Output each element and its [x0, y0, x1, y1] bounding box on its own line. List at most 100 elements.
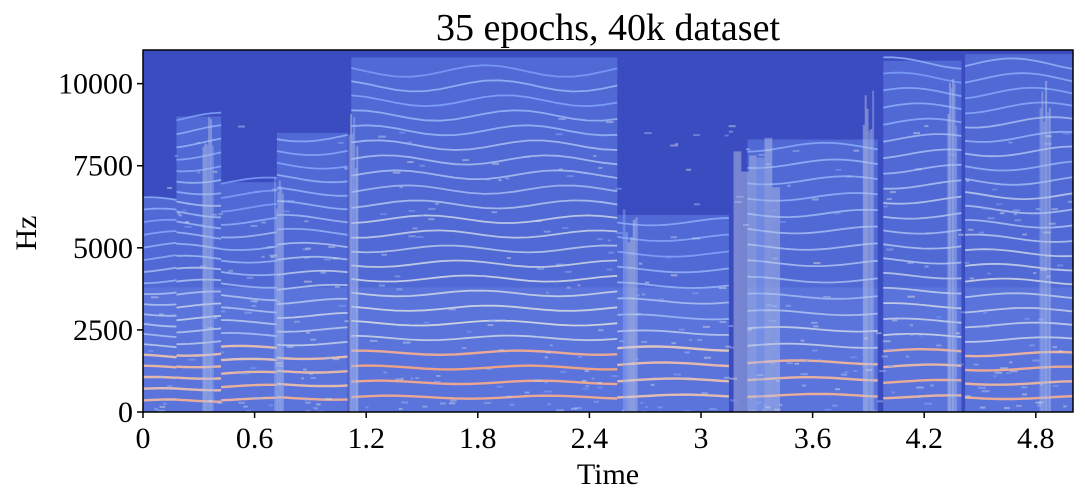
harmonic-line — [617, 345, 729, 352]
speckle — [344, 320, 349, 323]
harmonic-line — [965, 204, 1073, 215]
speckle — [996, 203, 1003, 206]
speckle — [701, 392, 708, 395]
speckle — [758, 153, 765, 156]
speckle — [891, 391, 895, 394]
harmonic-line — [964, 145, 1073, 158]
speckle — [1024, 317, 1030, 320]
speckle — [1035, 208, 1041, 211]
harmonic-line — [617, 297, 729, 305]
burst-column — [351, 133, 354, 412]
speckle — [150, 296, 159, 299]
harmonic-line — [747, 175, 878, 186]
speckle — [544, 381, 549, 384]
speckle — [286, 200, 295, 203]
speckle — [833, 212, 841, 215]
harmonic-line — [221, 319, 277, 326]
harmonic-line — [965, 380, 1073, 386]
speckle — [1062, 132, 1071, 135]
speckle — [547, 403, 551, 406]
speckle — [771, 209, 778, 212]
speckle — [670, 236, 677, 239]
speckle — [305, 401, 311, 404]
speckle — [729, 377, 738, 380]
speckle — [813, 262, 821, 265]
harmonic-line — [747, 309, 878, 317]
speckle — [840, 373, 848, 376]
speckle — [635, 358, 639, 361]
harmonic-line — [965, 219, 1073, 229]
spectrogram-heatmap — [143, 54, 1073, 412]
speckle — [277, 334, 284, 337]
speckle — [488, 319, 496, 322]
harmonic-line — [964, 86, 1073, 100]
speckle — [396, 288, 403, 291]
harmonic-line — [883, 271, 962, 280]
speckle — [275, 362, 284, 365]
speckle — [853, 149, 860, 152]
speckle — [213, 170, 218, 173]
speckle — [597, 386, 603, 389]
harmonic-line — [351, 304, 618, 312]
speckle — [967, 228, 974, 231]
speckle — [907, 295, 915, 298]
speckle — [167, 186, 173, 189]
speckle — [593, 400, 599, 403]
speckle — [907, 261, 914, 264]
speckle — [378, 135, 386, 138]
speckle — [584, 369, 590, 372]
speckle — [486, 178, 490, 181]
speckle — [889, 191, 896, 194]
speckle — [369, 339, 378, 342]
speckle — [466, 330, 472, 333]
harmonic-line — [276, 341, 348, 347]
speckle — [697, 338, 703, 341]
speckle — [640, 401, 644, 404]
speckle — [574, 407, 582, 410]
voiced-segment — [143, 196, 177, 412]
x-tick-label: 1.2 — [347, 422, 385, 455]
speckle — [756, 374, 764, 377]
speckle — [800, 373, 809, 376]
speckle — [304, 247, 312, 250]
harmonic-line — [351, 154, 618, 166]
speckle — [835, 168, 841, 171]
harmonic-line — [883, 163, 962, 175]
harmonic-line — [617, 265, 730, 274]
harmonic-line — [351, 79, 618, 93]
speckle — [875, 332, 882, 335]
speckle — [718, 287, 727, 290]
speckle — [675, 143, 679, 146]
speckle — [303, 280, 312, 283]
speckle — [310, 338, 317, 341]
speckle — [415, 377, 420, 380]
harmonic-line — [617, 233, 729, 242]
speckle — [692, 292, 699, 295]
speckle — [936, 316, 942, 319]
speckle — [305, 410, 311, 412]
burst-column — [632, 219, 636, 412]
harmonic-line — [965, 116, 1073, 129]
speckle — [544, 356, 548, 359]
speckle — [498, 179, 502, 182]
speckle — [641, 293, 646, 296]
speckle — [1040, 269, 1047, 272]
burst-column — [772, 187, 781, 412]
speckle — [1029, 344, 1035, 347]
speckle — [864, 337, 868, 340]
harmonic-line — [965, 336, 1073, 343]
harmonic-line — [143, 266, 177, 273]
speckle — [558, 117, 566, 120]
speckle — [591, 377, 595, 380]
speckle — [641, 340, 648, 343]
speckle — [423, 321, 430, 324]
harmonic-line — [221, 231, 278, 239]
speckle — [865, 368, 873, 371]
harmonic-line — [176, 179, 222, 184]
harmonic-line — [617, 377, 729, 383]
burst-column — [868, 130, 871, 412]
burst-column — [862, 124, 865, 412]
speckle — [505, 177, 510, 180]
harmonic-line — [176, 278, 222, 283]
speckle — [1046, 254, 1052, 257]
